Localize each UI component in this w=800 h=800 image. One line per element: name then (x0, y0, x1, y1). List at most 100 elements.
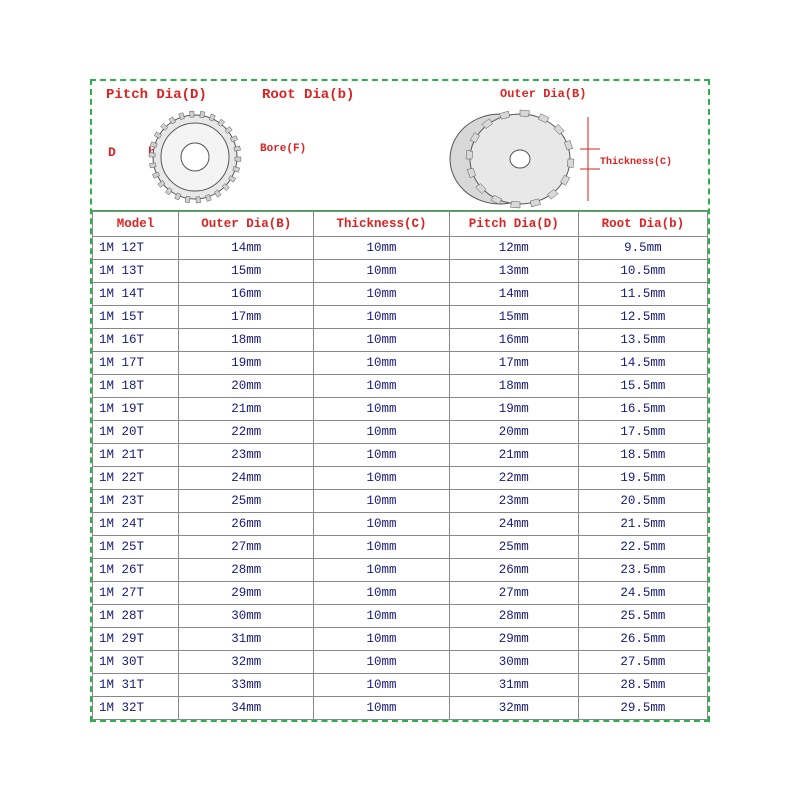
outer-dia-label: Outer Dia(B) (500, 87, 586, 101)
table-cell: 10mm (314, 604, 449, 627)
table-row: 1M 26T28mm10mm26mm23.5mm (93, 558, 708, 581)
table-row: 1M 13T15mm10mm13mm10.5mm (93, 259, 708, 282)
table-cell: 28mm (179, 558, 314, 581)
table-cell: 10mm (314, 374, 449, 397)
table-cell: 1M 24T (93, 512, 179, 535)
table-row: 1M 17T19mm10mm17mm14.5mm (93, 351, 708, 374)
table-cell: 15mm (179, 259, 314, 282)
table-cell: 10mm (314, 535, 449, 558)
table-cell: 21.5mm (578, 512, 707, 535)
table-cell: 32mm (179, 650, 314, 673)
table-cell: 11.5mm (578, 282, 707, 305)
table-row: 1M 23T25mm10mm23mm20.5mm (93, 489, 708, 512)
table-cell: 18.5mm (578, 443, 707, 466)
table-cell: 33mm (179, 673, 314, 696)
table-cell: 10mm (314, 420, 449, 443)
gear-side-icon (430, 109, 680, 209)
table-row: 1M 21T23mm10mm21mm18.5mm (93, 443, 708, 466)
table-cell: 1M 13T (93, 259, 179, 282)
table-cell: 1M 19T (93, 397, 179, 420)
table-cell: 34mm (179, 696, 314, 719)
table-row: 1M 15T17mm10mm15mm12.5mm (93, 305, 708, 328)
table-cell: 15.5mm (578, 374, 707, 397)
table-cell: 31mm (179, 627, 314, 650)
table-cell: 20mm (179, 374, 314, 397)
table-cell: 10mm (314, 673, 449, 696)
table-cell: 1M 31T (93, 673, 179, 696)
table-cell: 17mm (449, 351, 578, 374)
table-cell: 14mm (179, 236, 314, 259)
table-cell: 1M 25T (93, 535, 179, 558)
table-cell: 1M 18T (93, 374, 179, 397)
table-row: 1M 18T20mm10mm18mm15.5mm (93, 374, 708, 397)
table-row: 1M 24T26mm10mm24mm21.5mm (93, 512, 708, 535)
table-cell: 26.5mm (578, 627, 707, 650)
spec-table: ModelOuter Dia(B)Thickness(C)Pitch Dia(D… (92, 211, 708, 720)
table-row: 1M 22T24mm10mm22mm19.5mm (93, 466, 708, 489)
table-cell: 1M 12T (93, 236, 179, 259)
table-cell: 13.5mm (578, 328, 707, 351)
table-cell: 26mm (449, 558, 578, 581)
table-cell: 10mm (314, 627, 449, 650)
table-row: 1M 12T14mm10mm12mm9.5mm (93, 236, 708, 259)
table-cell: 12mm (449, 236, 578, 259)
table-cell: 21mm (449, 443, 578, 466)
table-cell: 10mm (314, 397, 449, 420)
table-cell: 16mm (449, 328, 578, 351)
table-cell: 1M 15T (93, 305, 179, 328)
table-cell: 1M 26T (93, 558, 179, 581)
table-row: 1M 31T33mm10mm31mm28.5mm (93, 673, 708, 696)
table-cell: 27mm (449, 581, 578, 604)
table-cell: 10mm (314, 236, 449, 259)
table-cell: 29.5mm (578, 696, 707, 719)
table-cell: 32mm (449, 696, 578, 719)
table-cell: 14mm (449, 282, 578, 305)
table-cell: 10mm (314, 443, 449, 466)
table-cell: 14.5mm (578, 351, 707, 374)
col-header: Root Dia(b) (578, 211, 707, 236)
table-cell: 21mm (179, 397, 314, 420)
table-cell: 1M 29T (93, 627, 179, 650)
table-cell: 1M 17T (93, 351, 179, 374)
table-cell: 29mm (449, 627, 578, 650)
table-cell: 9.5mm (578, 236, 707, 259)
table-cell: 18mm (449, 374, 578, 397)
table-cell: 25.5mm (578, 604, 707, 627)
root-dia-label: Root Dia(b) (262, 87, 354, 103)
table-row: 1M 29T31mm10mm29mm26.5mm (93, 627, 708, 650)
col-header: Outer Dia(B) (179, 211, 314, 236)
table-cell: 10mm (314, 282, 449, 305)
table-cell: 1M 23T (93, 489, 179, 512)
table-cell: 1M 28T (93, 604, 179, 627)
table-cell: 10mm (314, 558, 449, 581)
table-cell: 27mm (179, 535, 314, 558)
table-cell: 15mm (449, 305, 578, 328)
table-cell: 29mm (179, 581, 314, 604)
table-cell: 10mm (314, 466, 449, 489)
table-cell: 1M 20T (93, 420, 179, 443)
table-row: 1M 19T21mm10mm19mm16.5mm (93, 397, 708, 420)
table-cell: 22mm (179, 420, 314, 443)
table-row: 1M 20T22mm10mm20mm17.5mm (93, 420, 708, 443)
table-cell: 1M 14T (93, 282, 179, 305)
diagram-area: Pitch Dia(D) Root Dia(b) D b Bore(F) (92, 81, 708, 211)
table-cell: 18mm (179, 328, 314, 351)
table-row: 1M 28T30mm10mm28mm25.5mm (93, 604, 708, 627)
table-cell: 31mm (449, 673, 578, 696)
table-row: 1M 27T29mm10mm27mm24.5mm (93, 581, 708, 604)
table-cell: 1M 32T (93, 696, 179, 719)
dim-d-label: D (108, 145, 116, 160)
table-cell: 19mm (179, 351, 314, 374)
table-cell: 27.5mm (578, 650, 707, 673)
table-cell: 23mm (179, 443, 314, 466)
table-cell: 10mm (314, 328, 449, 351)
table-cell: 30mm (179, 604, 314, 627)
table-cell: 23.5mm (578, 558, 707, 581)
diagram-side-view: Outer Dia(B) Thickness(C) (400, 85, 700, 206)
table-cell: 20.5mm (578, 489, 707, 512)
table-cell: 16mm (179, 282, 314, 305)
table-header: ModelOuter Dia(B)Thickness(C)Pitch Dia(D… (93, 211, 708, 236)
table-cell: 24mm (179, 466, 314, 489)
table-cell: 10mm (314, 305, 449, 328)
table-cell: 25mm (449, 535, 578, 558)
